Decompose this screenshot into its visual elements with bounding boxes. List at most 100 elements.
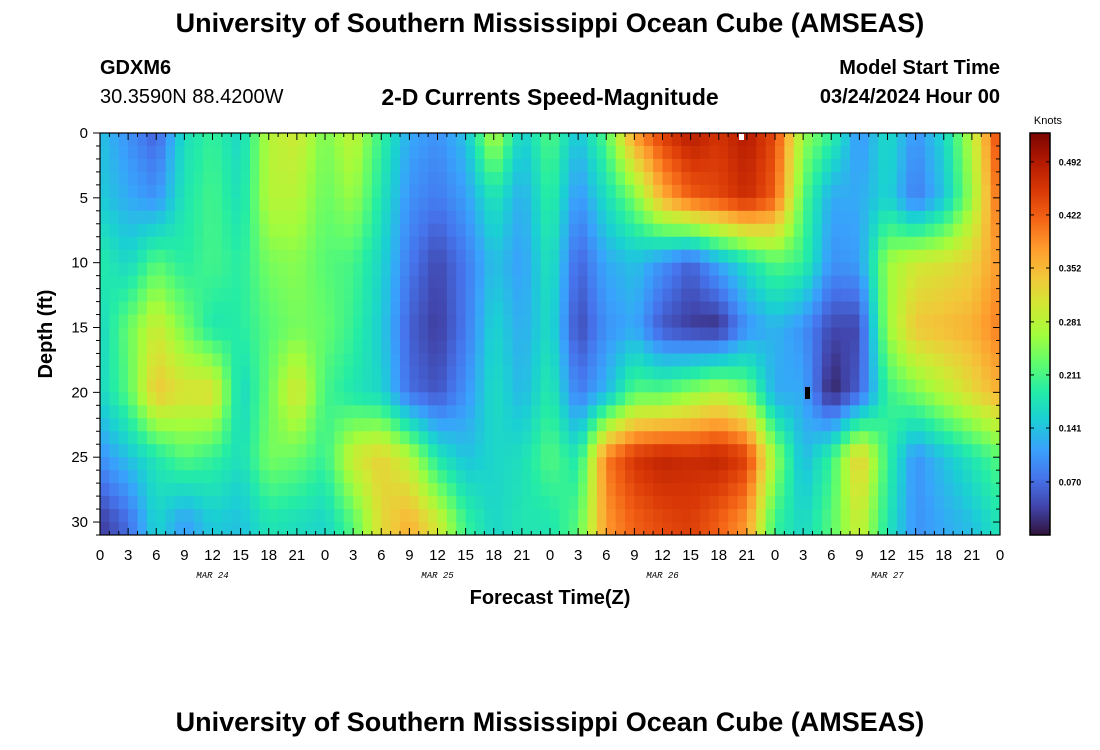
- heatmap-cell: [118, 340, 129, 355]
- heatmap-cell: [775, 145, 785, 160]
- heatmap-cell: [934, 470, 945, 484]
- heatmap-cell: [953, 418, 964, 432]
- heatmap-cell: [793, 431, 804, 445]
- heatmap-cell: [831, 158, 842, 173]
- heatmap-cell: [756, 288, 767, 303]
- heatmap-cell: [859, 522, 870, 535]
- heatmap-cell: [878, 236, 889, 251]
- heatmap-cell: [887, 392, 898, 406]
- heatmap-cell: [821, 353, 832, 368]
- heatmap-cell: [175, 522, 185, 535]
- heatmap-cell: [568, 236, 579, 251]
- heatmap-cell: [362, 470, 373, 484]
- heatmap-cell: [371, 379, 382, 393]
- heatmap-cell: [175, 197, 185, 212]
- heatmap-cell: [868, 444, 879, 458]
- heatmap-cell: [343, 314, 354, 329]
- heatmap-cell: [868, 301, 879, 316]
- heatmap-cell: [156, 301, 167, 316]
- heatmap-cell: [812, 210, 823, 225]
- heatmap-cell: [775, 210, 785, 225]
- heatmap-cell: [521, 262, 532, 277]
- heatmap-cell: [362, 379, 373, 393]
- heatmap-cell: [962, 184, 973, 199]
- heatmap-cell: [146, 249, 157, 264]
- heatmap-cell: [915, 223, 926, 238]
- heatmap-cell: [156, 145, 167, 160]
- heatmap-cell: [512, 392, 523, 406]
- heatmap-cell: [503, 483, 514, 497]
- heatmap-cell: [109, 431, 120, 445]
- heatmap-cell: [315, 379, 326, 393]
- heatmap-cell: [671, 353, 682, 368]
- heatmap-cell: [559, 457, 570, 471]
- heatmap-cell: [821, 405, 832, 419]
- heatmap-cell: [371, 327, 382, 342]
- heatmap-cell: [493, 301, 504, 316]
- heatmap-cell: [559, 340, 570, 355]
- heatmap-cell: [728, 301, 739, 316]
- heatmap-cell: [690, 496, 701, 510]
- heatmap-cell: [353, 145, 364, 160]
- heatmap-cell: [175, 418, 185, 432]
- heatmap-cell: [475, 327, 485, 342]
- heatmap-cell: [296, 262, 307, 277]
- heatmap-cell: [990, 133, 1000, 147]
- heatmap-cell: [540, 522, 551, 535]
- heatmap-cell: [962, 133, 973, 147]
- heatmap-cell: [287, 275, 298, 290]
- heatmap-cell: [990, 301, 1000, 316]
- heatmap-cell: [906, 197, 917, 212]
- heatmap-cell: [278, 405, 289, 419]
- heatmap-cell: [962, 275, 973, 290]
- heatmap-cell: [240, 262, 251, 277]
- heatmap-cell: [325, 340, 335, 355]
- heatmap-cell: [859, 210, 870, 225]
- heatmap-cell: [221, 197, 232, 212]
- heatmap-cell: [606, 483, 617, 497]
- heatmap-cell: [971, 431, 982, 445]
- heatmap-cell: [896, 340, 907, 355]
- heatmap-cell: [118, 405, 129, 419]
- heatmap-cell: [437, 353, 448, 368]
- heatmap-cell: [325, 509, 335, 523]
- heatmap-cell: [540, 431, 551, 445]
- heatmap-cell: [381, 340, 392, 355]
- heatmap-cell: [165, 210, 176, 225]
- heatmap-cell: [803, 340, 814, 355]
- heatmap-cell: [268, 210, 279, 225]
- heatmap-cell: [859, 145, 870, 160]
- heatmap-cell: [793, 301, 804, 316]
- heatmap-cell: [371, 301, 382, 316]
- heatmap-cell: [446, 288, 457, 303]
- heatmap-cell: [137, 418, 148, 432]
- heatmap-cell: [615, 249, 626, 264]
- heatmap-cell: [362, 301, 373, 316]
- heatmap-cell: [821, 210, 832, 225]
- heatmap-cell: [746, 470, 757, 484]
- heatmap-cell: [175, 145, 185, 160]
- heatmap-cell: [475, 275, 485, 290]
- heatmap-cell: [446, 249, 457, 264]
- heatmap-cell: [840, 483, 851, 497]
- heatmap-cell: [625, 522, 635, 535]
- heatmap-cell: [456, 327, 467, 342]
- model-start-time: 03/24/2024 Hour 00: [819, 86, 1000, 108]
- heatmap-cell: [521, 483, 532, 497]
- heatmap-cell: [203, 509, 214, 523]
- heatmap-cell: [643, 210, 654, 225]
- heatmap-cell: [653, 418, 664, 432]
- heatmap-cell: [268, 418, 279, 432]
- heatmap-cell: [512, 249, 523, 264]
- heatmap-cell: [390, 184, 401, 199]
- heatmap-cell: [690, 366, 701, 380]
- heatmap-cell: [306, 314, 317, 329]
- heatmap-cell: [596, 145, 607, 160]
- heatmap-cell: [793, 340, 804, 355]
- heatmap-cell: [456, 249, 467, 264]
- heatmap-cell: [231, 262, 242, 277]
- heatmap-cell: [868, 392, 879, 406]
- heatmap-cell: [437, 223, 448, 238]
- heatmap-cell: [896, 171, 907, 186]
- heatmap-cell: [962, 262, 973, 277]
